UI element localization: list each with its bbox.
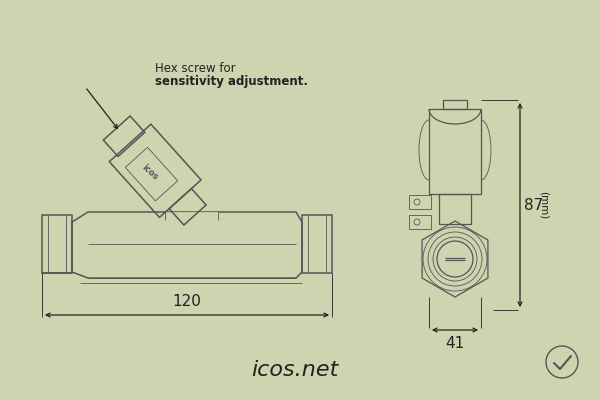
- Text: icos.net: icos.net: [251, 360, 338, 380]
- Text: sensitivity adjustment.: sensitivity adjustment.: [155, 75, 308, 88]
- Bar: [439, 194, 471, 224]
- Text: 41: 41: [445, 336, 464, 351]
- Bar: [443, 100, 467, 109]
- Bar: [42, 215, 72, 273]
- Text: Hex screw for: Hex screw for: [155, 62, 236, 75]
- Text: icos: icos: [140, 163, 160, 182]
- Text: (mm): (mm): [539, 191, 549, 219]
- Text: 87: 87: [524, 198, 543, 212]
- Bar: [302, 215, 332, 273]
- Bar: [409, 215, 431, 229]
- Bar: [429, 109, 481, 194]
- Bar: [409, 195, 431, 209]
- Text: 120: 120: [173, 294, 202, 309]
